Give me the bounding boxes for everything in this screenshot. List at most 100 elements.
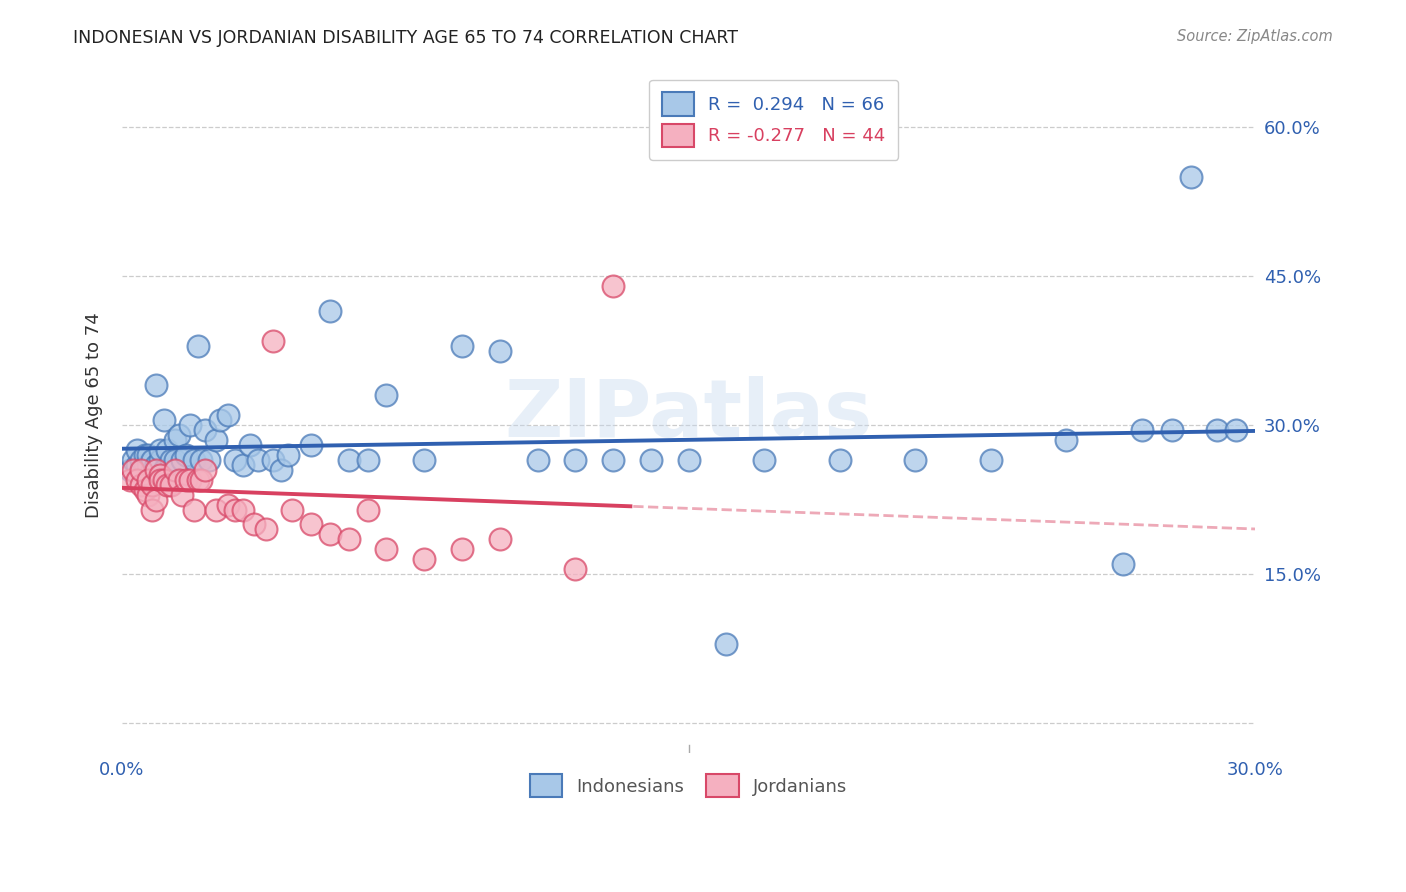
Point: [134, 448, 156, 462]
Point: [270, 463, 292, 477]
Text: INDONESIAN VS JORDANIAN DISABILITY AGE 65 TO 74 CORRELATION CHART: INDONESIAN VS JORDANIAN DISABILITY AGE 6…: [73, 29, 738, 47]
Point: [828, 453, 851, 467]
Point: [122, 463, 145, 477]
Point: [179, 418, 201, 433]
Point: [183, 502, 205, 516]
Point: [145, 458, 167, 472]
Point: [198, 453, 221, 467]
Point: [145, 492, 167, 507]
Point: [243, 517, 266, 532]
Point: [247, 453, 270, 467]
Point: [172, 487, 194, 501]
Point: [187, 338, 209, 352]
Point: [209, 413, 232, 427]
Point: [678, 453, 700, 467]
Point: [980, 453, 1002, 467]
Point: [262, 334, 284, 348]
Point: [152, 463, 174, 477]
Point: [904, 453, 927, 467]
Point: [277, 448, 299, 462]
Point: [356, 453, 378, 467]
Text: ZIPatlas: ZIPatlas: [505, 376, 873, 454]
Point: [152, 413, 174, 427]
Point: [160, 453, 183, 467]
Point: [118, 463, 141, 477]
Point: [174, 448, 197, 462]
Point: [141, 502, 163, 516]
Point: [134, 458, 156, 472]
Point: [232, 458, 254, 472]
Point: [156, 442, 179, 457]
Point: [319, 303, 342, 318]
Point: [138, 473, 160, 487]
Point: [716, 637, 738, 651]
Point: [167, 473, 190, 487]
Point: [526, 453, 548, 467]
Point: [163, 433, 186, 447]
Point: [451, 338, 474, 352]
Point: [217, 498, 239, 512]
Point: [145, 378, 167, 392]
Point: [375, 388, 398, 402]
Point: [281, 502, 304, 516]
Point: [337, 533, 360, 547]
Point: [194, 463, 217, 477]
Legend: Indonesians, Jordanians: Indonesians, Jordanians: [523, 767, 855, 805]
Point: [138, 458, 160, 472]
Point: [156, 477, 179, 491]
Y-axis label: Disability Age 65 to 74: Disability Age 65 to 74: [86, 312, 103, 518]
Point: [451, 542, 474, 557]
Point: [413, 453, 436, 467]
Point: [190, 453, 212, 467]
Point: [564, 453, 586, 467]
Point: [179, 473, 201, 487]
Point: [149, 453, 172, 467]
Point: [122, 453, 145, 467]
Point: [375, 542, 398, 557]
Point: [141, 453, 163, 467]
Point: [319, 527, 342, 541]
Point: [129, 477, 152, 491]
Point: [488, 533, 510, 547]
Point: [299, 517, 322, 532]
Text: Source: ZipAtlas.com: Source: ZipAtlas.com: [1177, 29, 1333, 45]
Point: [262, 453, 284, 467]
Point: [1180, 169, 1202, 184]
Point: [602, 279, 624, 293]
Point: [145, 463, 167, 477]
Point: [356, 502, 378, 516]
Point: [129, 453, 152, 467]
Point: [299, 438, 322, 452]
Point: [127, 473, 149, 487]
Point: [205, 433, 228, 447]
Point: [239, 438, 262, 452]
Point: [194, 423, 217, 437]
Point: [1130, 423, 1153, 437]
Point: [141, 477, 163, 491]
Point: [1054, 433, 1077, 447]
Point: [149, 473, 172, 487]
Point: [1112, 557, 1135, 571]
Point: [163, 453, 186, 467]
Point: [564, 562, 586, 576]
Point: [149, 467, 172, 482]
Point: [138, 487, 160, 501]
Point: [187, 473, 209, 487]
Point: [413, 552, 436, 566]
Point: [127, 458, 149, 472]
Point: [254, 522, 277, 536]
Point: [160, 477, 183, 491]
Point: [1206, 423, 1229, 437]
Point: [602, 453, 624, 467]
Point: [149, 442, 172, 457]
Point: [138, 448, 160, 462]
Point: [118, 473, 141, 487]
Point: [190, 473, 212, 487]
Point: [134, 483, 156, 497]
Point: [172, 453, 194, 467]
Point: [129, 463, 152, 477]
Point: [205, 502, 228, 516]
Point: [754, 453, 776, 467]
Point: [488, 343, 510, 358]
Point: [640, 453, 662, 467]
